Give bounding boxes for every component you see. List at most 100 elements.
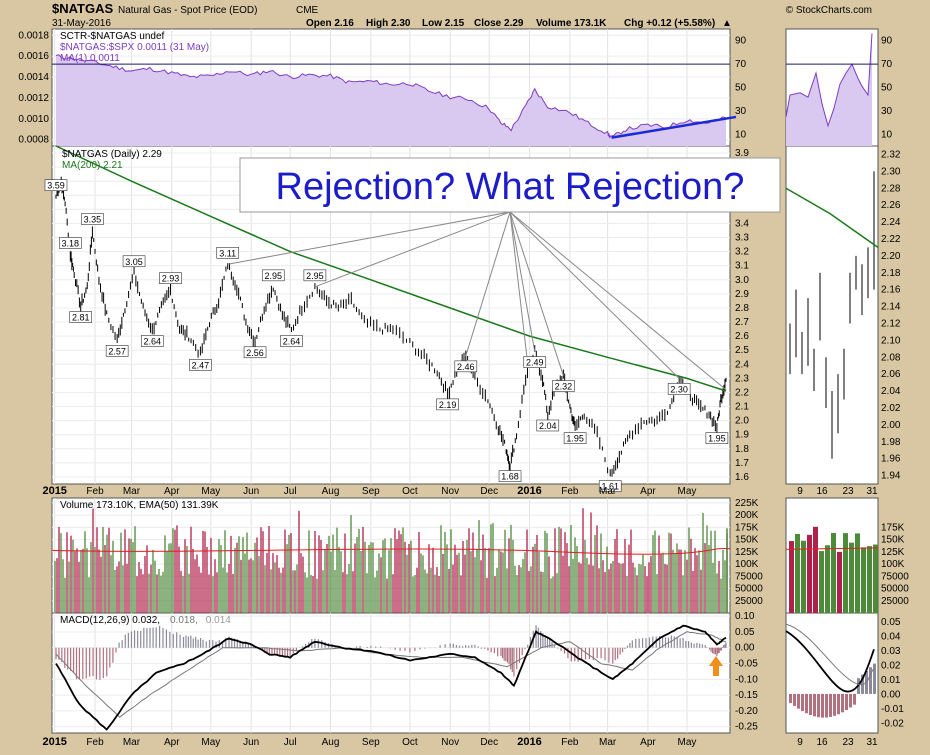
- peak-label: 2.46: [454, 360, 478, 373]
- inset-volume-tick: 25000: [881, 596, 909, 607]
- ma200-line: [55, 145, 727, 392]
- sctr-legend-0: SCTR-$NATGAS undef: [60, 31, 165, 42]
- peak-label: 2.93: [159, 272, 182, 284]
- macd-y-tick: -0.10: [735, 674, 758, 685]
- x-tick-label-top: May: [201, 486, 220, 497]
- x-tick-label-bottom: 2016: [517, 736, 541, 748]
- price-y-tick: 1.6: [735, 472, 749, 483]
- peak-label-box: [59, 237, 82, 249]
- up-arrow-icon: ▲: [722, 18, 732, 29]
- callout-box: [239, 157, 781, 213]
- peak-label: 2.49: [523, 356, 547, 368]
- x-tick-label-top: 2015: [42, 485, 66, 497]
- inset-macd-bar: [829, 693, 832, 717]
- peak-label-box: [436, 398, 459, 411]
- x-tick-label-bottom: Dec: [480, 737, 498, 748]
- x-tick-label-top: Mar: [123, 486, 141, 497]
- inset-price-tick: 2.18: [881, 268, 901, 279]
- x-tick-label-bottom: Apr: [640, 737, 656, 748]
- inset-x-tick-top: 23: [842, 486, 854, 497]
- x-tick-label-top: 2016: [517, 485, 541, 497]
- callout-pointer-line: [314, 211, 511, 288]
- macd-y-tick: 0.10: [735, 611, 755, 622]
- inset-macd-bar: [801, 693, 804, 712]
- volume-legend: Volume 173.10K, EMA(50) 131.39K: [60, 500, 219, 511]
- peak-label-text: 2.47: [192, 360, 210, 370]
- peak-label-box: [536, 419, 560, 432]
- sctr-right-tick: 90: [735, 36, 747, 47]
- peak-label-text: 2.49: [526, 358, 544, 368]
- peak-label: 1.61: [598, 480, 622, 492]
- peak-label-box: [189, 359, 212, 371]
- callout-pointer-line: [509, 211, 727, 391]
- x-tick-label-top: Dec: [480, 486, 498, 497]
- inset-volume-ema: [785, 547, 879, 550]
- symbol-title: $NATGAS: [52, 1, 113, 16]
- inset-x-tick-top: 31: [866, 486, 878, 497]
- price-y-tick: 1.9: [735, 430, 749, 441]
- peak-label: 2.81: [69, 311, 93, 323]
- inset-price-tick: 2.30: [881, 166, 901, 177]
- peak-label-box: [81, 213, 104, 225]
- peak-label-box: [667, 383, 691, 395]
- macd-legend-1: 0.018,: [170, 615, 198, 626]
- inset-sctr-tick: 50: [881, 83, 893, 94]
- peak-label: 2.95: [261, 269, 285, 282]
- x-tick-label-bottom: Jun: [243, 737, 259, 748]
- inset-volume-bar: [867, 546, 872, 613]
- peak-label: 1.95: [563, 432, 587, 444]
- callout-pointer-line: [509, 211, 536, 352]
- macd-y-tick: 0.05: [735, 627, 755, 638]
- inset-volume-bar: [843, 533, 848, 613]
- axis-labels: 2015 2015 Feb Feb Mar Mar Apr Apr May May Jun Jun Ju…: [42, 485, 878, 748]
- peak-label: 2.19: [436, 398, 459, 411]
- x-tick-label-bottom: Apr: [164, 737, 180, 748]
- volume-ema-line: [51, 548, 731, 555]
- inset-price-tick: 2.08: [881, 352, 901, 363]
- inset-macd-bar: [813, 693, 816, 717]
- peak-label-text: 2.56: [246, 348, 264, 358]
- macd-legend-2: 0.014: [206, 615, 231, 626]
- peak-label: 2.64: [140, 335, 164, 347]
- macd-legend-0: MACD(12,26,9) 0.032,: [60, 615, 160, 626]
- inset-volume-bar: [849, 542, 854, 613]
- x-tick-label-top: Apr: [164, 486, 180, 497]
- macd-y-tick: 0.00: [735, 643, 755, 654]
- inset-price-tick: 2.02: [881, 403, 901, 414]
- sctr-left-tick: 0.0008: [18, 135, 49, 146]
- macd-panel: 0.10 0.05 0.00 -0.05 -0.10 -0.15 -0.20 -0.25 0.0…: [52, 611, 904, 733]
- price-y-tick: 2.8: [735, 303, 749, 314]
- x-tick-label-top: Apr: [640, 486, 656, 497]
- x-tick-label-bottom: Jul: [284, 737, 297, 748]
- peak-label: 2.57: [105, 345, 129, 357]
- price-y-tick: 2.5: [735, 345, 749, 356]
- peak-label-box: [122, 255, 146, 268]
- inset-macd-bar: [849, 693, 852, 708]
- inset-macd-bar: [841, 693, 844, 713]
- sctr-right-tick: 10: [735, 129, 747, 140]
- price-y-tick: 3.1: [735, 261, 749, 272]
- exchange-label: CME: [296, 5, 319, 16]
- x-tick-label-bottom: Aug: [322, 737, 340, 748]
- inset-macd-bar: [805, 693, 808, 714]
- close-label: Close 2.29: [474, 18, 524, 29]
- inset-volume-bar: [855, 533, 860, 613]
- inset-sctr-area: [786, 33, 872, 146]
- inset-volume-bar: [825, 545, 830, 613]
- peak-label-box: [705, 432, 729, 444]
- peak-label-box: [523, 356, 547, 368]
- volume-y-tick: 175K: [735, 522, 759, 533]
- price-y-tick: 3.9: [735, 148, 749, 159]
- inset-macd-bar: [793, 693, 796, 706]
- inset-price-tick: 2.14: [881, 302, 901, 313]
- volume-y-tick: 100K: [735, 559, 759, 570]
- peak-label-box: [105, 345, 129, 357]
- peak-label-text: 2.95: [264, 271, 282, 281]
- price-y-tick: 2.1: [735, 402, 749, 413]
- x-tick-label-top: Jul: [284, 486, 297, 497]
- peak-label: 3.11: [216, 247, 240, 259]
- inset-macd-tick: 0.03: [881, 646, 901, 657]
- callout-pointer-line: [509, 211, 528, 358]
- inset-macd-bar: [789, 693, 792, 704]
